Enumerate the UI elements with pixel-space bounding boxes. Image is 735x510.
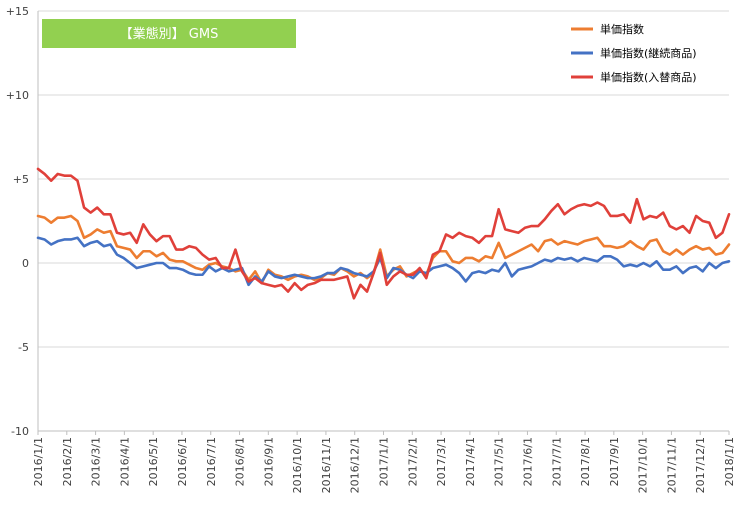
x-tick-label: 2017/3/1 xyxy=(435,437,448,486)
x-axis-ticks: 2016/1/1 2016/2/1 2016/3/1 2016/4/1 2016/5/1… xyxy=(32,431,735,493)
x-tick-label: 2017/1/1 xyxy=(378,437,391,486)
x-tick-label: 2016/6/1 xyxy=(176,437,189,486)
x-tick-label: 2016/11/1 xyxy=(320,437,333,493)
chart-title-box: 【業態別】 GMS xyxy=(42,19,296,48)
y-tick-label: +15 xyxy=(6,5,29,18)
x-tick-label: 2016/7/1 xyxy=(205,437,218,486)
x-tick-label: 2017/5/1 xyxy=(493,437,506,486)
y-tick-label: +10 xyxy=(6,89,29,102)
x-tick-label: 2017/4/1 xyxy=(464,437,477,486)
y-tick-label: -10 xyxy=(11,425,29,438)
x-tick-label: 2017/10/1 xyxy=(637,437,650,493)
series-line-3 xyxy=(36,167,731,300)
x-tick-label: 2018/1/1 xyxy=(723,437,735,486)
legend-label: 単価指数 xyxy=(600,22,644,36)
x-tick-label: 2017/9/1 xyxy=(608,437,621,486)
x-tick-label: 2017/11/1 xyxy=(665,437,678,493)
chart-title: 【業態別】 GMS xyxy=(120,26,219,42)
x-tick-label: 2016/8/1 xyxy=(234,437,247,486)
x-tick-label: 2017/7/1 xyxy=(550,437,563,486)
x-tick-label: 2017/2/1 xyxy=(406,437,419,486)
x-tick-label: 2016/12/1 xyxy=(349,437,362,493)
legend-label: 単価指数(入替商品) xyxy=(600,70,697,84)
x-tick-label: 2016/4/1 xyxy=(118,437,131,486)
title-background xyxy=(42,19,296,48)
x-tick-label: 2016/5/1 xyxy=(147,437,160,486)
series-lines xyxy=(36,167,731,300)
x-tick-label: 2017/12/1 xyxy=(694,437,707,493)
y-tick-label: -5 xyxy=(18,341,29,354)
x-tick-label: 2017/6/1 xyxy=(521,437,534,486)
legend-label: 単価指数(継続商品) xyxy=(600,46,697,60)
x-tick-label: 2016/1/1 xyxy=(32,437,45,486)
x-tick-label: 2016/3/1 xyxy=(90,437,103,486)
y-tick-label: +5 xyxy=(13,173,29,186)
x-tick-label: 2016/9/1 xyxy=(262,437,275,486)
x-tick-label: 2017/8/1 xyxy=(579,437,592,486)
y-axis-ticks: +15 +10 +5 0 -5 -10 xyxy=(6,5,29,438)
y-tick-label: 0 xyxy=(22,257,29,270)
x-tick-label: 2016/2/1 xyxy=(61,437,74,486)
x-tick-label: 2016/10/1 xyxy=(291,437,304,493)
